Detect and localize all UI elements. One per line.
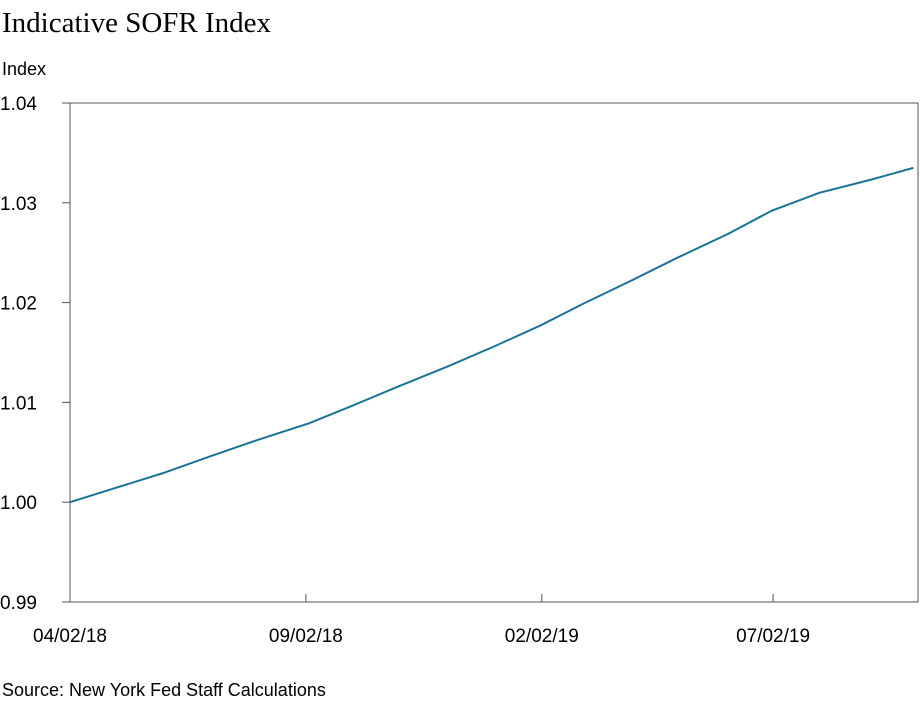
plot-frame: [69, 102, 919, 603]
y-tick-label: 0.99: [0, 593, 37, 614]
x-tick-label: 02/02/19: [505, 626, 579, 647]
chart-title: Indicative SOFR Index: [2, 7, 272, 39]
source-note: Source: New York Fed Staff Calculations: [2, 680, 326, 700]
y-tick-label: 1.04: [0, 94, 37, 115]
data-line: [69, 166, 914, 504]
y-tick-label: 1.02: [0, 294, 37, 315]
x-tick-label: 07/02/19: [736, 626, 810, 647]
y-axis-label: Index: [2, 59, 46, 79]
x-tick-label: 04/02/18: [33, 626, 107, 647]
y-tick-label: 1.01: [0, 393, 37, 414]
x-tick-label: 09/02/18: [269, 626, 343, 647]
y-tick-label: 1.00: [0, 493, 37, 514]
y-tick-label: 1.03: [0, 194, 37, 215]
